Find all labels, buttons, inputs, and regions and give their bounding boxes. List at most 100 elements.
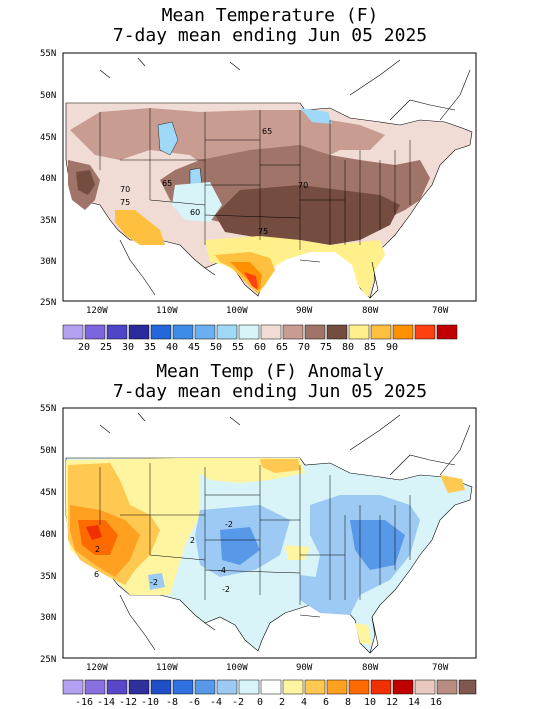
map1-colorbar-swatch	[348, 324, 370, 340]
map2-colorbar	[62, 679, 477, 695]
map2-zone-north-warm-4	[260, 459, 300, 473]
map1-lat-label: 50N	[40, 91, 56, 101]
map1-zone-cold-4	[300, 108, 332, 124]
map1-colorbar-label: 35	[144, 342, 156, 353]
map2-colorbar-label: 14	[408, 697, 420, 708]
map2-colorbar-label: -14	[97, 697, 115, 708]
map2-contour-label: 2	[95, 545, 100, 554]
map2-colorbar-swatch	[150, 679, 172, 695]
map1-colorbar-label: 85	[364, 342, 376, 353]
map2-zone-cold-east-4	[350, 520, 405, 570]
map1-colorbar-label: 90	[386, 342, 398, 353]
map2-lat-label: 50N	[40, 446, 56, 456]
map2-colorbar-swatch	[414, 679, 436, 695]
map1-title-line1: Mean Temperature (F)	[161, 5, 379, 26]
map2-colorbar-swatch	[436, 679, 458, 695]
map2-lon-label: 120W	[86, 663, 108, 673]
map1-zone-85-west	[115, 210, 165, 245]
map1-colorbar-swatch	[194, 324, 216, 340]
map2-colorbar-label: 12	[386, 697, 398, 708]
map2-coastlines	[99, 412, 471, 654]
map1-colorbar-swatch	[414, 324, 436, 340]
map2-colorbar-swatch	[348, 679, 370, 695]
map1-contour-label: 65	[262, 127, 272, 136]
map2-zone-cold-4	[220, 527, 260, 565]
map1-colorbar-swatch	[238, 324, 260, 340]
map1-colorbar-swatch	[172, 324, 194, 340]
map2-contour-label: 6	[94, 570, 99, 579]
map2-contour-label: -2	[222, 585, 230, 594]
map2-colorbar-label: 2	[279, 697, 285, 708]
map1-colorbar-swatch	[260, 324, 282, 340]
map1-colorbar-swatch	[304, 324, 326, 340]
map2-colorbar-swatch	[106, 679, 128, 695]
map1-colorbar-swatch	[62, 324, 84, 340]
map2-lon-label: 110W	[156, 663, 178, 673]
map2-colorbar-swatch	[216, 679, 238, 695]
map2-state-lines	[99, 463, 411, 605]
map1-contour-label: 70	[120, 185, 130, 194]
map2-colorbar-label: -10	[141, 697, 159, 708]
map2-lat-label: 35N	[40, 572, 56, 582]
map1-lon-label: 70W	[432, 306, 449, 316]
map1-colorbar-swatch	[436, 324, 458, 340]
map2-colorbar-swatch	[62, 679, 84, 695]
map1-lon-label: 100W	[226, 306, 248, 316]
map2-colorbar-swatch	[458, 679, 477, 695]
map2-contour-label: -2	[150, 578, 158, 587]
map1-colorbar-swatch	[150, 324, 172, 340]
map1-lat-label: 45N	[40, 133, 56, 143]
map2-contour-label: -4	[218, 566, 226, 575]
map2-title-line1: Mean Temp (F) Anomaly	[156, 361, 384, 382]
map2-colorbar-label: -2	[232, 697, 244, 708]
map1-colorbar-label: 25	[100, 342, 112, 353]
map2-lon-label: 100W	[226, 663, 248, 673]
map1-lon-label: 90W	[296, 306, 313, 316]
map1-colorbar-swatch	[128, 324, 150, 340]
map1-colorbar-swatch	[392, 324, 414, 340]
map1-lat-label: 40N	[40, 174, 56, 184]
map1-colorbar-label: 50	[210, 342, 222, 353]
map2-colorbar-label: 4	[301, 697, 307, 708]
map1-colorbar-label: 75	[320, 342, 332, 353]
map2-colorbar-label: 0	[257, 697, 263, 708]
map1-contour-label: 75	[120, 198, 130, 207]
map1-colorbar-label: 70	[298, 342, 310, 353]
map1-colorbar-swatch	[84, 324, 106, 340]
map2-colorbar-label: -8	[166, 697, 178, 708]
map1-lon-label: 80W	[362, 306, 379, 316]
map1-lat-label: 25N	[40, 298, 56, 308]
map1-colorbar-swatch	[282, 324, 304, 340]
map2-colorbar-swatch	[128, 679, 150, 695]
map2-colorbar-swatch	[260, 679, 282, 695]
map1-colorbar-label: 60	[254, 342, 266, 353]
map2-colorbar-label: -16	[75, 697, 93, 708]
map1-title-line2: 7-day mean ending Jun 05 2025	[112, 25, 428, 46]
map2-colorbar-label: 16	[430, 697, 442, 708]
map1-coastlines	[99, 57, 471, 299]
map2-colorbar-swatch	[392, 679, 414, 695]
map1-zone-75	[215, 185, 400, 245]
map1-colorbar-labels: 20 25 30 35 40 45 50 55 60 65 70 75 80 8…	[78, 342, 398, 353]
map2-lat-label: 25N	[40, 655, 56, 665]
map1-contour-label: 75	[258, 227, 268, 236]
map2-contour-label: -2	[225, 520, 233, 529]
map1-colorbar-swatch	[216, 324, 238, 340]
map1-zone-west-dark	[76, 170, 95, 195]
map1-contour-label: 70	[298, 181, 308, 190]
map2-lat-label: 40N	[40, 530, 56, 540]
map2-contour-label: 2	[190, 536, 195, 545]
map1-lat-label: 55N	[40, 49, 56, 59]
map1-colorbar-swatch	[326, 324, 348, 340]
map1-colorbar-swatch	[106, 324, 128, 340]
map1-colorbar	[62, 324, 458, 340]
map2-zone-cold-sw	[148, 573, 165, 590]
map2-colorbar-swatch	[370, 679, 392, 695]
map1-lon-label: 110W	[156, 306, 178, 316]
map1-colorbar-label: 20	[78, 342, 90, 353]
map2-colorbar-swatch	[194, 679, 216, 695]
map2-zone-warm-patch	[285, 545, 310, 560]
map1-lat-label: 30N	[40, 257, 56, 267]
map2-lat-label: 55N	[40, 404, 56, 414]
map1-lon-label: 120W	[86, 306, 108, 316]
